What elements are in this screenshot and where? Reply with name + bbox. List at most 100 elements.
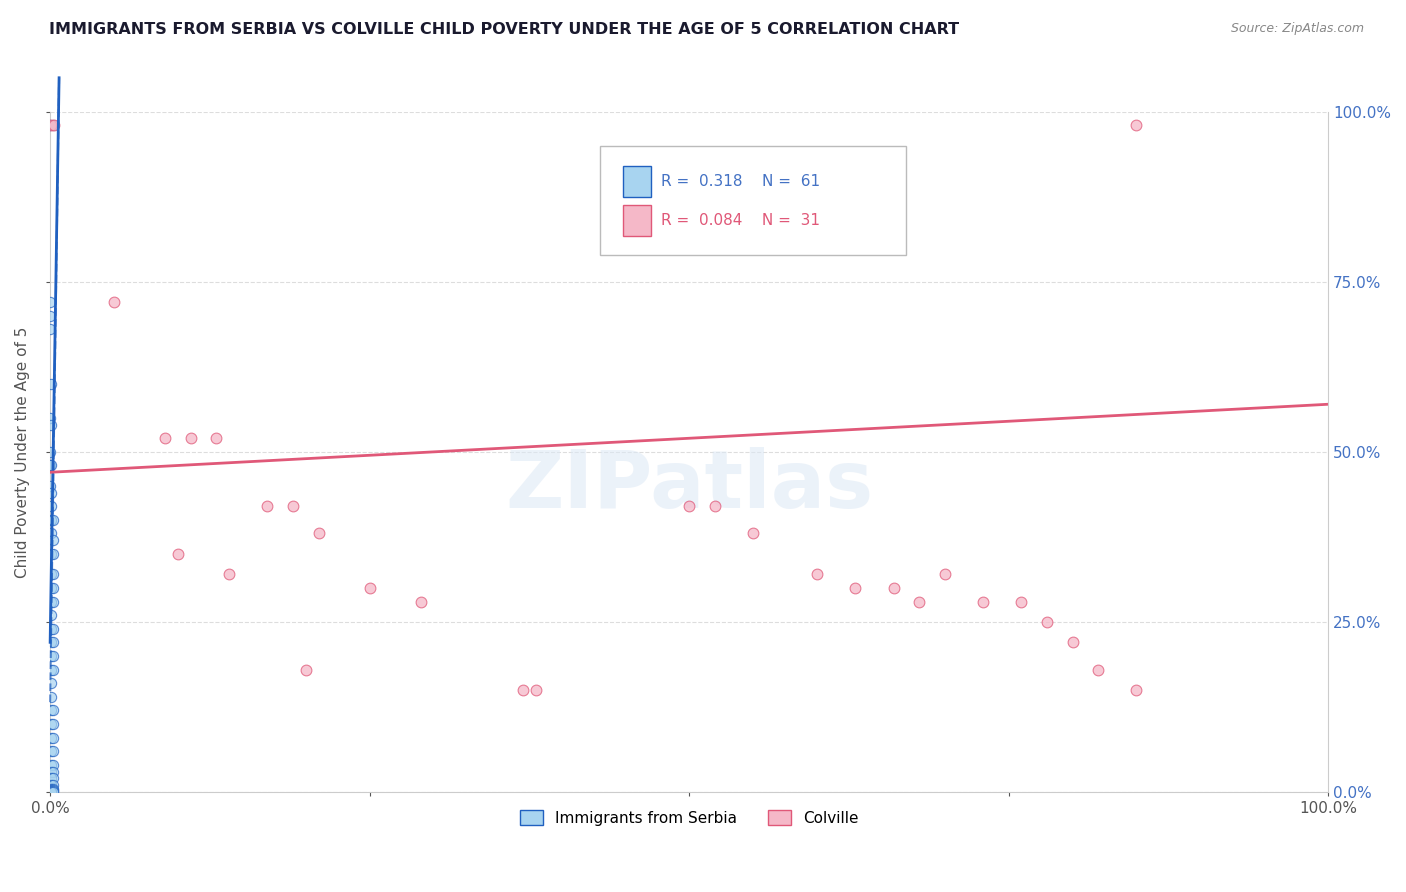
Point: [41, 757, 63, 772]
Point: [41, 500, 63, 514]
Point: [39, 309, 62, 323]
Point: [41, 547, 63, 561]
Point: [41, 513, 63, 527]
Point: [41, 119, 63, 133]
Point: [41, 690, 63, 704]
FancyBboxPatch shape: [623, 166, 651, 197]
Point: [41, 594, 63, 608]
Point: [41, 731, 63, 745]
Point: [41, 717, 63, 731]
Point: [41, 567, 63, 582]
Point: [41, 783, 63, 797]
Point: [41, 567, 63, 582]
Point: [41, 635, 63, 649]
Point: [41, 744, 63, 758]
Point: [41, 785, 63, 799]
Point: [41, 783, 63, 797]
Point: [41, 119, 63, 133]
Point: [41, 581, 63, 595]
Point: [41, 764, 63, 779]
Point: [41, 581, 63, 595]
Point: [42, 119, 65, 133]
Point: [41, 376, 63, 391]
Point: [39, 119, 62, 133]
Point: [41, 785, 63, 799]
Point: [1125, 119, 1147, 133]
Point: [41, 784, 63, 798]
Legend: Immigrants from Serbia, Colville: Immigrants from Serbia, Colville: [513, 804, 865, 832]
Point: [39, 479, 62, 493]
Point: [180, 431, 202, 445]
Point: [41, 703, 63, 717]
Point: [703, 500, 725, 514]
Point: [41, 594, 63, 608]
Point: [41, 513, 63, 527]
Point: [41, 663, 63, 677]
Point: [218, 567, 240, 582]
Text: Source: ZipAtlas.com: Source: ZipAtlas.com: [1230, 22, 1364, 36]
Text: IMMIGRANTS FROM SERBIA VS COLVILLE CHILD POVERTY UNDER THE AGE OF 5 CORRELATION : IMMIGRANTS FROM SERBIA VS COLVILLE CHILD…: [49, 22, 959, 37]
Point: [41, 772, 63, 786]
Point: [41, 778, 63, 792]
Point: [153, 431, 176, 445]
Point: [524, 682, 547, 697]
Point: [41, 744, 63, 758]
Point: [1087, 663, 1109, 677]
Point: [41, 772, 63, 786]
Point: [103, 295, 125, 310]
Point: [41, 778, 63, 792]
Point: [1125, 682, 1147, 697]
Point: [806, 567, 828, 582]
Point: [1036, 615, 1059, 629]
Point: [844, 581, 866, 595]
Point: [1062, 635, 1084, 649]
Point: [39, 410, 62, 425]
Point: [41, 731, 63, 745]
Point: [41, 717, 63, 731]
Point: [39, 295, 62, 310]
Point: [39, 322, 62, 336]
Point: [41, 648, 63, 663]
Point: [41, 458, 63, 473]
Point: [41, 781, 63, 796]
Point: [41, 547, 63, 561]
Point: [281, 500, 304, 514]
Text: R =  0.318    N =  61: R = 0.318 N = 61: [661, 174, 820, 189]
Point: [678, 500, 700, 514]
Point: [308, 526, 330, 541]
Point: [41, 764, 63, 779]
Point: [1010, 594, 1032, 608]
Point: [409, 594, 432, 608]
Point: [41, 622, 63, 636]
Point: [41, 417, 63, 432]
Point: [934, 567, 956, 582]
Point: [294, 663, 316, 677]
Point: [41, 663, 63, 677]
Point: [41, 784, 63, 798]
Text: ZIPatlas: ZIPatlas: [505, 447, 873, 524]
Point: [41, 781, 63, 796]
Point: [359, 581, 381, 595]
Point: [742, 526, 765, 541]
Point: [41, 526, 63, 541]
Point: [39, 445, 62, 459]
Point: [883, 581, 905, 595]
Y-axis label: Child Poverty Under the Age of 5: Child Poverty Under the Age of 5: [15, 326, 30, 577]
Point: [41, 648, 63, 663]
Point: [972, 594, 994, 608]
Point: [41, 703, 63, 717]
Point: [41, 757, 63, 772]
Point: [41, 676, 63, 690]
Point: [41, 635, 63, 649]
Point: [41, 622, 63, 636]
Point: [41, 485, 63, 500]
Point: [41, 533, 63, 548]
FancyBboxPatch shape: [623, 205, 651, 235]
Text: R =  0.084    N =  31: R = 0.084 N = 31: [661, 213, 820, 228]
Point: [41, 608, 63, 623]
Point: [167, 547, 190, 561]
Point: [205, 431, 228, 445]
Point: [908, 594, 931, 608]
FancyBboxPatch shape: [600, 145, 907, 254]
Point: [256, 500, 278, 514]
